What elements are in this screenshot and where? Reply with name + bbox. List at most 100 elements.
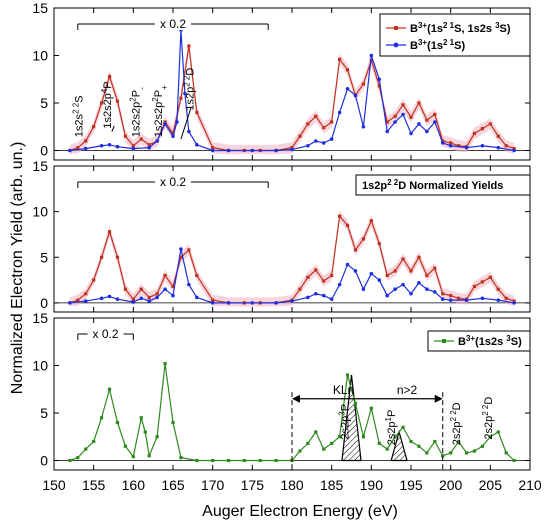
data-point (155, 435, 159, 439)
hatched-peak (341, 374, 362, 462)
data-point (171, 131, 175, 135)
peak-label: 1s2s2p2P- (128, 87, 146, 137)
data-point (179, 255, 183, 259)
data-point (425, 129, 429, 134)
data-point (68, 148, 72, 153)
y-tick-label: 15 (32, 158, 48, 174)
data-point (338, 214, 342, 218)
data-point (306, 295, 310, 300)
data-point (147, 454, 151, 458)
data-point (187, 282, 191, 287)
data-point (345, 223, 350, 227)
data-point (512, 458, 516, 463)
data-point (210, 301, 215, 305)
data-point (496, 287, 500, 291)
data-point (83, 299, 88, 303)
x-tick-label: 165 (161, 477, 185, 493)
data-point (195, 273, 199, 278)
data-point (147, 145, 151, 150)
data-point (433, 120, 437, 124)
y-tick-label: 10 (32, 48, 48, 64)
data-point (100, 255, 104, 259)
data-point (92, 278, 96, 282)
data-point (171, 293, 175, 298)
data-point (76, 146, 80, 150)
x-tick-label: 175 (241, 477, 265, 493)
data-point (139, 137, 143, 141)
data-point (488, 275, 492, 279)
data-point (155, 292, 159, 296)
scale-label-bg (87, 326, 124, 340)
data-point (369, 53, 374, 58)
data-point (139, 416, 143, 420)
data-point (306, 441, 310, 445)
legend-red-marker (394, 26, 398, 30)
data-point (131, 300, 136, 304)
data-point (179, 456, 183, 460)
scale-label: x 0.2 (160, 17, 186, 31)
data-point (417, 281, 421, 285)
data-point (314, 291, 318, 296)
data-point (83, 146, 88, 151)
data-point (131, 455, 135, 459)
scale-label: x 0.2 (93, 327, 119, 341)
data-point (211, 458, 215, 463)
data-point (345, 373, 350, 377)
data-point (175, 120, 179, 124)
data-point (100, 101, 104, 105)
data-point (441, 454, 445, 458)
data-point (401, 103, 405, 107)
data-point (385, 293, 390, 298)
klnn-label: n>2 (397, 383, 418, 397)
data-point (433, 266, 437, 270)
data-point (480, 444, 484, 448)
data-point (409, 291, 413, 296)
error-band (69, 210, 515, 307)
x-tick-label: 155 (82, 477, 106, 493)
data-point (314, 139, 318, 143)
y-tick-label: 5 (40, 249, 48, 265)
data-point (329, 297, 334, 302)
data-point (385, 120, 389, 124)
data-point (337, 110, 342, 115)
data-point (385, 273, 389, 278)
data-point (448, 298, 453, 302)
data-point (171, 284, 175, 289)
data-point (448, 143, 453, 148)
legend-bottom: B3+(1s2s 3S) (427, 330, 531, 352)
data-point (139, 296, 144, 301)
data-point (84, 139, 88, 143)
data-point (76, 298, 80, 302)
data-point (449, 451, 453, 455)
data-point (314, 268, 318, 272)
data-point (464, 145, 469, 150)
data-point (330, 441, 334, 445)
data-point (449, 141, 453, 145)
data-point (163, 287, 167, 291)
data-point (433, 439, 437, 444)
data-point (123, 134, 127, 138)
x-tick-label: 185 (320, 477, 344, 493)
data-point (480, 143, 485, 148)
data-point (393, 287, 397, 291)
y-tick-label: 15 (32, 0, 48, 16)
data-point (425, 451, 429, 455)
data-point (131, 144, 135, 148)
scale-label-bg (155, 16, 191, 30)
data-point (68, 301, 72, 305)
data-point (187, 44, 191, 48)
data-point (441, 139, 445, 143)
arrowhead (434, 394, 443, 403)
data-point (187, 129, 191, 134)
data-point (361, 435, 365, 439)
data-point (512, 299, 516, 303)
scale-label: x 0.2 (160, 175, 186, 189)
data-point (321, 141, 326, 145)
data-point (425, 287, 429, 291)
data-point (314, 430, 318, 434)
data-point (147, 299, 151, 303)
data-point (440, 141, 445, 145)
error-band (69, 40, 515, 155)
data-point (226, 301, 231, 305)
data-point (211, 146, 215, 150)
